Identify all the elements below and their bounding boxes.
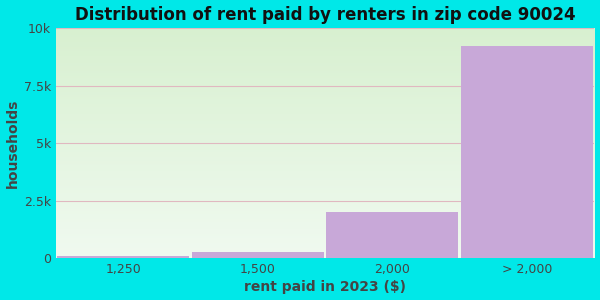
Bar: [57, 256, 189, 258]
Bar: [192, 251, 324, 258]
Bar: [326, 212, 458, 258]
Bar: [461, 46, 593, 258]
X-axis label: rent paid in 2023 ($): rent paid in 2023 ($): [244, 280, 406, 294]
Y-axis label: households: households: [5, 98, 20, 188]
Title: Distribution of rent paid by renters in zip code 90024: Distribution of rent paid by renters in …: [75, 6, 575, 24]
